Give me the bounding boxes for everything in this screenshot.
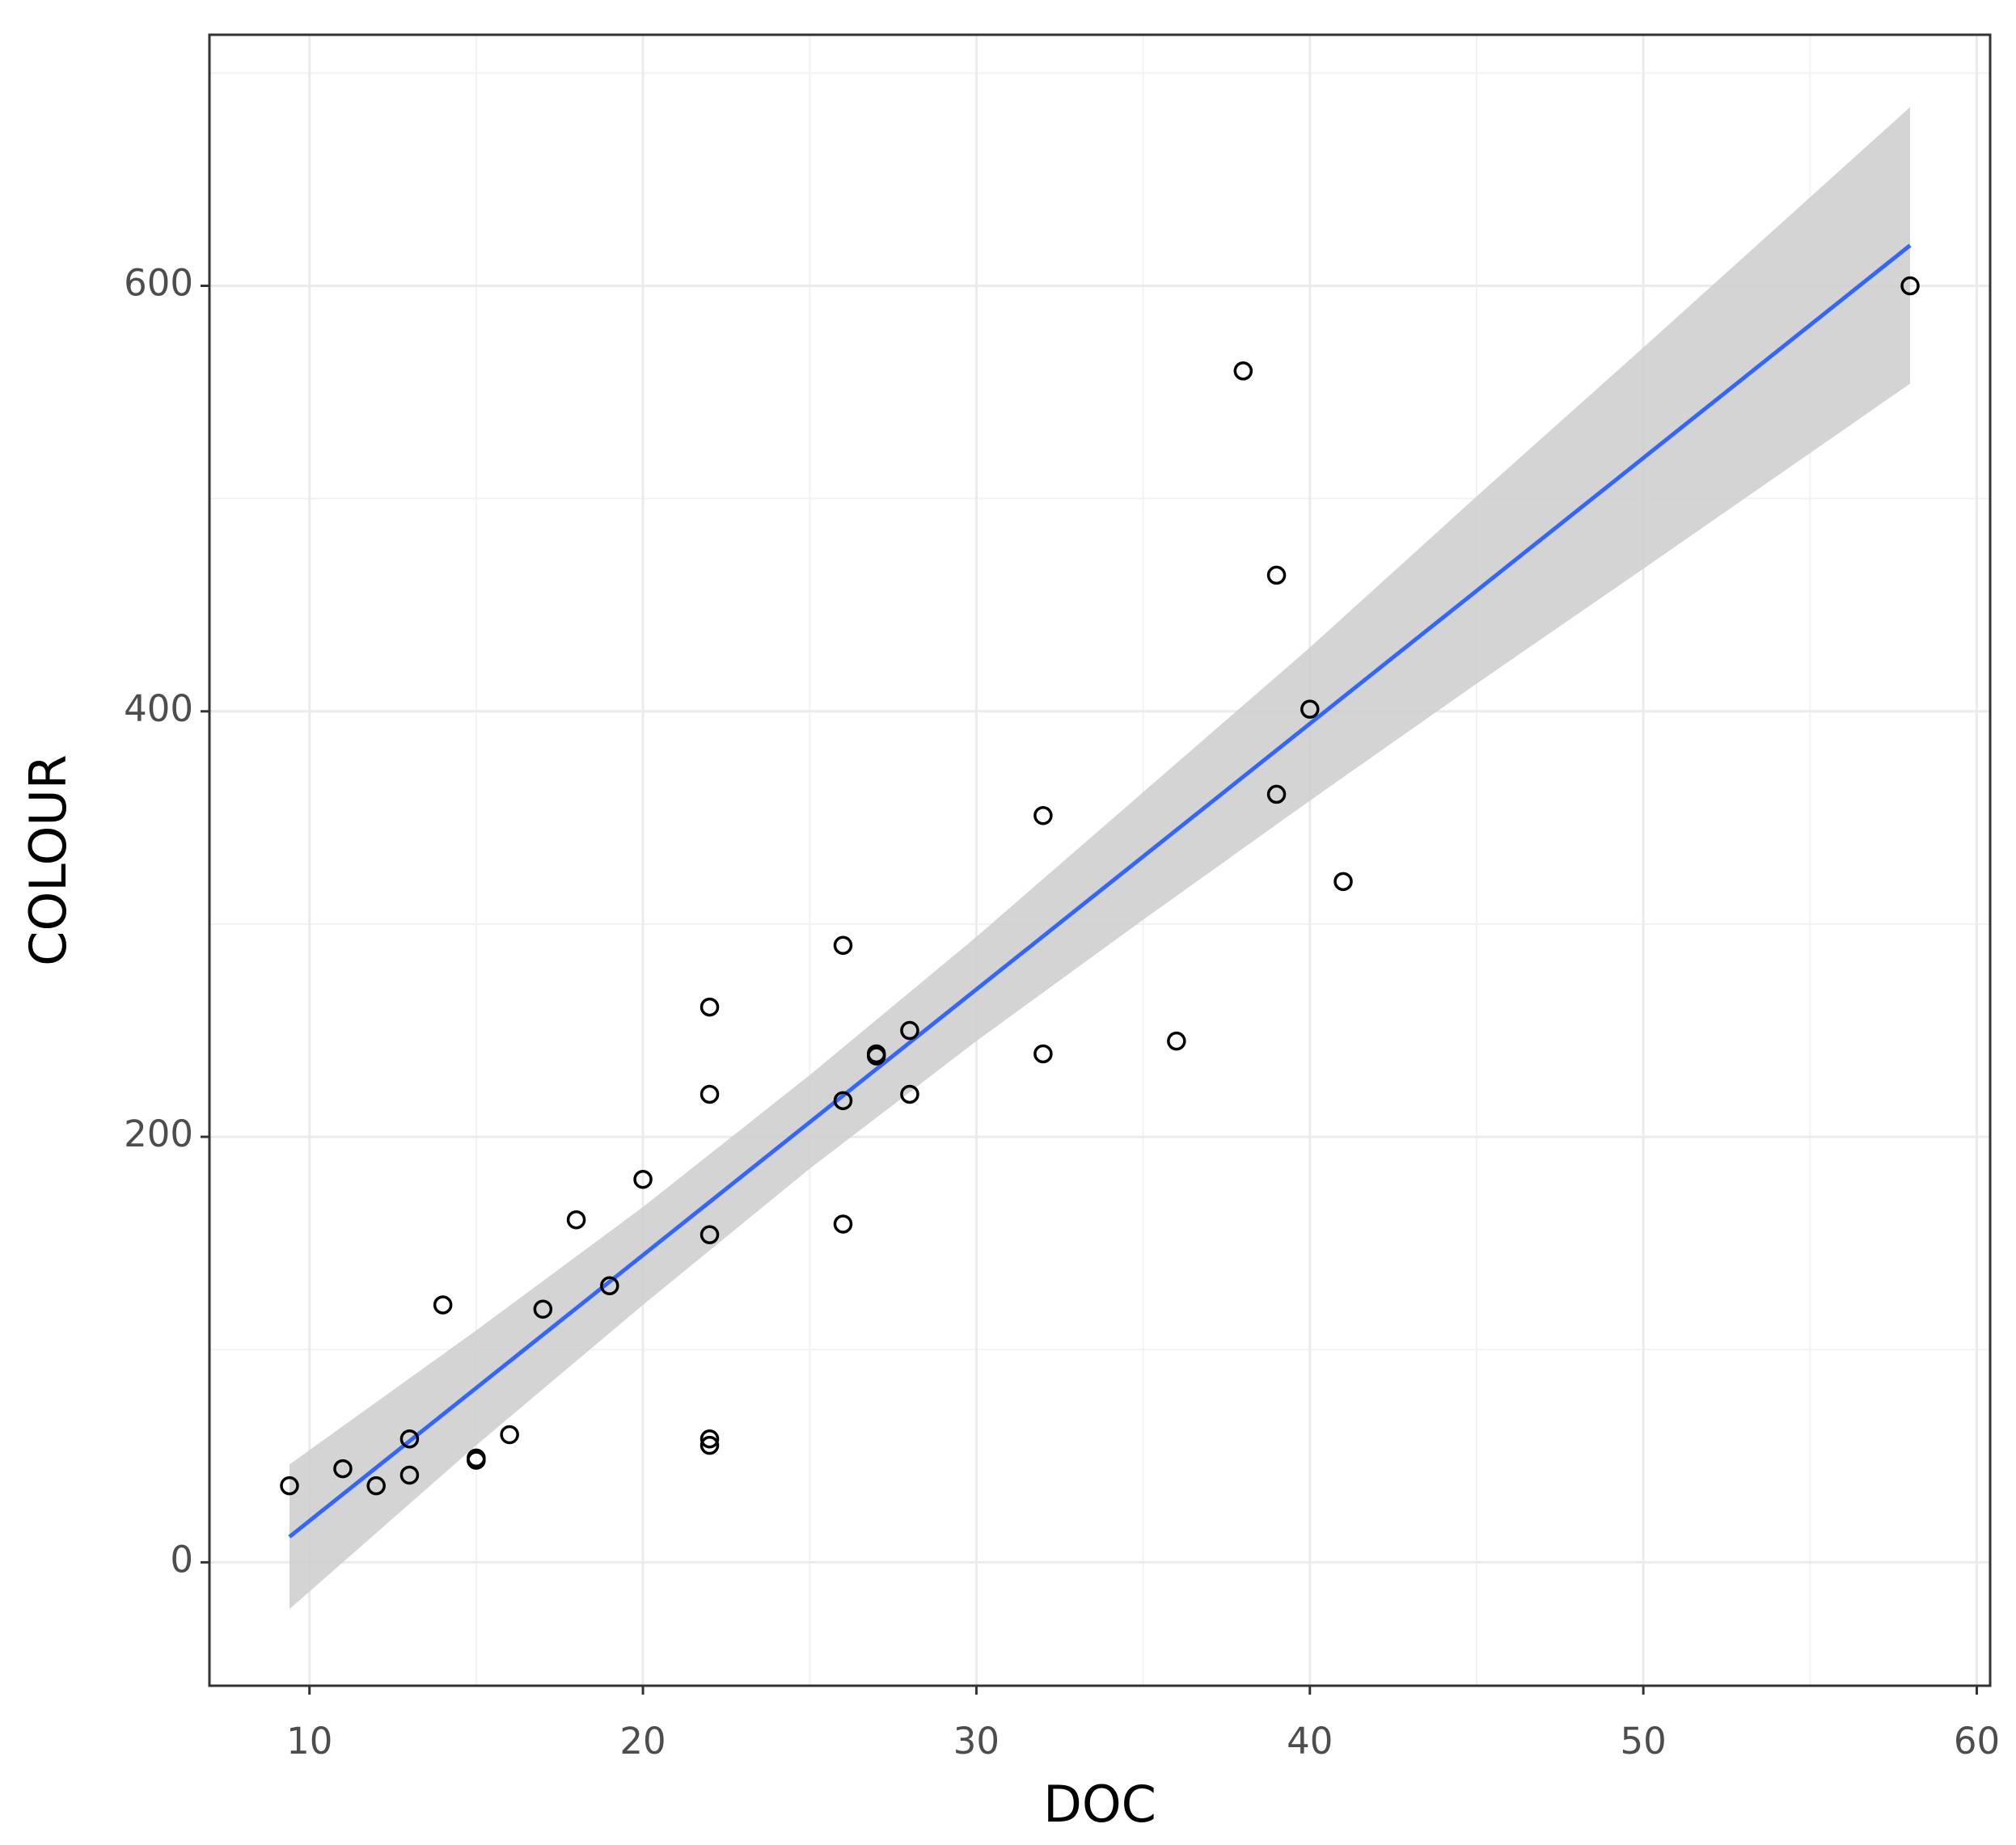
point	[633, 1169, 653, 1189]
point	[1233, 361, 1253, 381]
point	[600, 1276, 619, 1296]
y-tick-label: 0	[170, 1538, 193, 1581]
confidence-band	[289, 107, 1911, 1610]
point	[833, 935, 853, 956]
y-axis-title: COLOUR	[19, 754, 78, 966]
point	[1333, 872, 1353, 892]
point	[500, 1425, 519, 1445]
point	[399, 1429, 420, 1449]
point	[699, 997, 720, 1017]
point	[1033, 1044, 1053, 1064]
point	[1167, 1031, 1186, 1051]
x-tick-label: 60	[1954, 1720, 2000, 1763]
point	[1266, 784, 1287, 804]
point	[280, 1476, 299, 1496]
point	[1300, 699, 1320, 719]
x-tick-label: 10	[286, 1720, 332, 1763]
x-tick-label: 30	[953, 1720, 1000, 1763]
point	[399, 1465, 420, 1485]
y-tick-label: 200	[124, 1112, 193, 1155]
point	[333, 1459, 353, 1479]
point	[699, 1225, 720, 1244]
point	[699, 1435, 720, 1455]
point	[1033, 805, 1053, 825]
point	[699, 1429, 720, 1449]
trend-line	[288, 243, 1912, 1539]
plot-border	[208, 33, 1992, 1687]
point	[833, 1214, 853, 1234]
point	[566, 1210, 586, 1230]
y-tick-label: 600	[124, 262, 193, 305]
x-axis-title: DOC	[1043, 1775, 1156, 1834]
point	[467, 1450, 486, 1470]
point	[1900, 276, 1920, 296]
x-tick-label: 40	[1287, 1720, 1333, 1763]
point	[900, 1084, 919, 1104]
y-tick-label: 400	[124, 687, 193, 730]
point	[900, 1020, 919, 1041]
point	[433, 1295, 453, 1315]
x-tick-label: 50	[1621, 1720, 1667, 1763]
point	[366, 1476, 386, 1496]
point	[866, 1046, 886, 1066]
point	[699, 1084, 720, 1104]
point	[833, 1091, 853, 1111]
x-tick-label: 20	[619, 1720, 666, 1763]
point	[1266, 565, 1287, 585]
point	[533, 1299, 553, 1319]
